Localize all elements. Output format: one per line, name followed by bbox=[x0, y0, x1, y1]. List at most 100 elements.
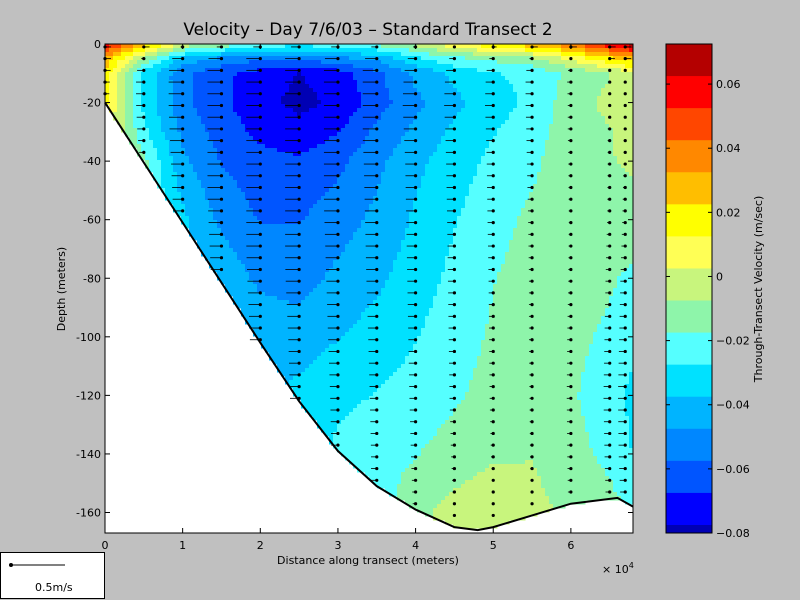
contour-cell bbox=[233, 272, 238, 277]
contour-cell bbox=[333, 44, 338, 49]
contour-cell bbox=[245, 300, 250, 305]
contour-cell bbox=[373, 404, 378, 409]
contour-cell bbox=[341, 56, 346, 61]
contour-cell bbox=[369, 136, 374, 141]
contour-cell bbox=[325, 412, 330, 417]
contour-cell bbox=[277, 104, 282, 109]
contour-cell bbox=[269, 88, 274, 93]
contour-cell bbox=[149, 144, 154, 149]
contour-cell bbox=[389, 264, 394, 269]
contour-cell bbox=[337, 340, 342, 345]
contour-cell bbox=[249, 108, 254, 113]
contour-cell bbox=[361, 332, 366, 337]
contour-cell bbox=[229, 76, 234, 81]
contour-cell bbox=[381, 252, 386, 257]
contour-cell bbox=[309, 364, 314, 369]
contour-cell bbox=[249, 60, 254, 65]
contour-cell bbox=[185, 212, 190, 217]
contour-cell bbox=[277, 252, 282, 257]
contour-cell bbox=[365, 192, 370, 197]
contour-cell bbox=[249, 104, 254, 109]
contour-cell bbox=[265, 324, 270, 329]
contour-cell bbox=[233, 136, 238, 141]
contour-cell bbox=[225, 176, 230, 181]
contour-cell bbox=[125, 112, 130, 117]
contour-cell bbox=[317, 284, 322, 289]
contour-cell bbox=[353, 400, 358, 405]
contour-cell bbox=[177, 172, 182, 177]
contour-cell bbox=[349, 452, 354, 457]
contour-cell bbox=[353, 384, 358, 389]
contour-cell bbox=[297, 276, 302, 281]
contour-cell bbox=[121, 108, 126, 113]
contour-cell bbox=[269, 76, 274, 81]
contour-cell bbox=[321, 380, 326, 385]
contour-cell bbox=[305, 268, 310, 273]
contour-cell bbox=[177, 144, 182, 149]
contour-cell bbox=[229, 164, 234, 169]
contour-cell bbox=[185, 216, 190, 221]
contour-cell bbox=[389, 168, 394, 173]
contour-cell bbox=[253, 292, 258, 297]
contour-cell bbox=[273, 228, 278, 233]
contour-cell bbox=[245, 132, 250, 137]
contour-cell bbox=[293, 336, 298, 341]
contour-cell bbox=[345, 156, 350, 161]
contour-cell bbox=[309, 88, 314, 93]
contour-cell bbox=[237, 224, 242, 229]
contour-cell bbox=[337, 76, 342, 81]
contour-cell bbox=[201, 52, 206, 57]
contour-cell bbox=[209, 204, 214, 209]
contour-cell bbox=[217, 168, 222, 173]
contour-cell bbox=[377, 420, 382, 425]
contour-cell bbox=[317, 420, 322, 425]
contour-cell bbox=[301, 80, 306, 85]
contour-cell bbox=[285, 104, 290, 109]
contour-cell bbox=[249, 120, 254, 125]
contour-cell bbox=[317, 96, 322, 101]
contour-cell bbox=[201, 88, 206, 93]
contour-cell bbox=[333, 404, 338, 409]
contour-cell bbox=[241, 252, 246, 257]
contour-cell bbox=[329, 104, 334, 109]
contour-cell bbox=[257, 156, 262, 161]
contour-cell bbox=[265, 276, 270, 281]
contour-cell bbox=[269, 184, 274, 189]
contour-cell bbox=[333, 128, 338, 133]
contour-cell bbox=[245, 72, 250, 77]
contour-cell bbox=[185, 220, 190, 225]
contour-cell bbox=[377, 472, 382, 477]
contour-cell bbox=[389, 228, 394, 233]
contour-cell bbox=[173, 192, 178, 197]
contour-cell bbox=[309, 348, 314, 353]
contour-cell bbox=[273, 284, 278, 289]
contour-cell bbox=[369, 416, 374, 421]
contour-cell bbox=[369, 156, 374, 161]
contour-cell bbox=[209, 196, 214, 201]
contour-cell bbox=[337, 348, 342, 353]
contour-cell bbox=[193, 220, 198, 225]
contour-cell bbox=[337, 172, 342, 177]
contour-cell bbox=[145, 116, 150, 121]
contour-cell bbox=[385, 108, 390, 113]
contour-cell bbox=[385, 300, 390, 305]
contour-cell bbox=[237, 236, 242, 241]
contour-cell bbox=[393, 60, 398, 65]
contour-cell bbox=[325, 404, 330, 409]
contour-cell bbox=[265, 152, 270, 157]
contour-cell bbox=[117, 116, 122, 121]
contour-cell bbox=[293, 224, 298, 229]
contour-cell bbox=[277, 96, 282, 101]
contour-cell bbox=[369, 472, 374, 477]
contour-cell bbox=[281, 352, 286, 357]
contour-cell bbox=[305, 360, 310, 365]
contour-cell bbox=[385, 372, 390, 377]
contour-cell bbox=[381, 464, 386, 469]
contour-cell bbox=[225, 284, 230, 289]
contour-cell bbox=[229, 268, 234, 273]
contour-cell bbox=[321, 80, 326, 85]
contour-cell bbox=[349, 300, 354, 305]
contour-cell bbox=[241, 76, 246, 81]
contour-cell bbox=[385, 368, 390, 373]
contour-cell bbox=[381, 312, 386, 317]
